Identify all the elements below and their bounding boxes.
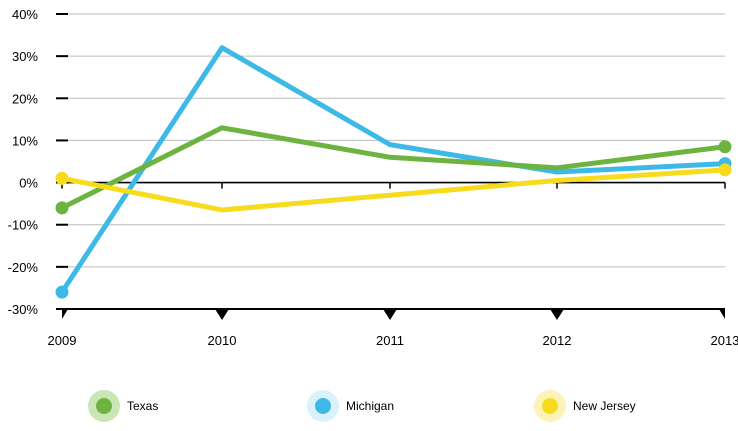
x-tick-label: 2013 — [711, 333, 738, 348]
x-tick-label: 2009 — [48, 333, 77, 348]
y-tick-label: -30% — [8, 302, 39, 317]
x-tick-label: 2012 — [543, 333, 572, 348]
legend-item-texas: Texas — [88, 390, 158, 422]
series-lines — [59, 45, 728, 295]
y-tick-label: 10% — [12, 133, 38, 148]
x-tick-marker — [550, 309, 564, 320]
y-tick-label: 20% — [12, 91, 38, 106]
legend-label-michigan: Michigan — [346, 399, 395, 413]
x-tick-marker — [383, 309, 397, 320]
x-tick-marker — [62, 309, 68, 319]
y-tick-label: -20% — [8, 260, 39, 275]
legend-swatch-new-jersey — [534, 390, 566, 422]
legend-swatch-texas — [88, 390, 120, 422]
y-tick-label: -10% — [8, 218, 39, 233]
series-line-michigan — [59, 45, 728, 295]
x-axis: 2009 2010 2011 2012 2013 — [48, 182, 738, 348]
y-tick-label: 40% — [12, 7, 38, 22]
x-tick-label: 2011 — [376, 333, 404, 348]
x-tick-marker — [215, 309, 229, 320]
y-tick-label: 0% — [19, 176, 38, 191]
x-tick-marker — [719, 309, 725, 319]
x-tick-label: 2010 — [208, 333, 237, 348]
gridlines — [62, 13, 725, 310]
legend-label-texas: Texas — [127, 399, 159, 413]
data-point-texas — [718, 140, 732, 154]
data-point-new-jersey — [55, 171, 69, 185]
legend: Texas Michigan New Jersey — [0, 380, 738, 430]
legend-item-new-jersey: New Jersey — [534, 390, 636, 422]
data-point-new-jersey — [718, 163, 732, 177]
y-tick-label: 30% — [12, 49, 38, 64]
legend-swatch-michigan — [307, 390, 339, 422]
series-line-texas — [59, 125, 728, 211]
legend-label-new-jersey: New Jersey — [573, 399, 636, 413]
y-axis: 40% 30% 20% 10% 0% -10% -20% -30% — [8, 7, 68, 317]
series-points — [55, 140, 732, 299]
data-point-texas — [55, 201, 69, 215]
series-line-new-jersey — [59, 167, 728, 213]
data-point-michigan — [55, 285, 69, 299]
legend-item-michigan: Michigan — [307, 390, 394, 422]
line-chart: 40%30%20%10%0%-10%-20%-30% 2009 2010 2011 2… — [8, 7, 738, 348]
